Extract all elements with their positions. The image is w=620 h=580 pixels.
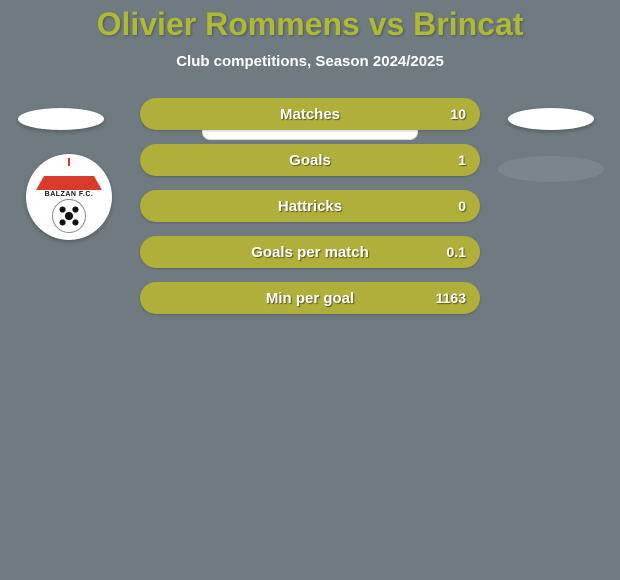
soccer-ball-icon xyxy=(52,199,86,233)
stat-value: 0.1 xyxy=(447,244,466,260)
stat-label: Goals xyxy=(289,152,331,169)
stat-bar: Goals per match 0.1 xyxy=(140,236,480,268)
stat-label: Goals per match xyxy=(251,244,369,261)
logo-band-text: BALZAN F.C. xyxy=(45,191,94,198)
right-ellipse-placeholder-2 xyxy=(498,156,604,182)
stat-value: 1163 xyxy=(436,290,466,306)
stat-value: 10 xyxy=(450,106,466,122)
comparison-card: Olivier Rommens vs Brincat Club competit… xyxy=(0,0,620,580)
stat-bar: Matches 10 xyxy=(140,98,480,130)
stat-bar: Min per goal 1163 xyxy=(140,282,480,314)
stat-value: 0 xyxy=(458,198,466,214)
team-logo-graphic: BALZAN F.C. xyxy=(36,162,102,233)
page-title: Olivier Rommens vs Brincat xyxy=(0,0,620,43)
logo-roof-icon xyxy=(36,162,102,190)
left-ellipse-placeholder xyxy=(18,108,104,130)
stat-bar: Hattricks 0 xyxy=(140,190,480,222)
page-subtitle: Club competitions, Season 2024/2025 xyxy=(0,53,620,70)
stat-bar: Goals 1 xyxy=(140,144,480,176)
stat-label: Hattricks xyxy=(278,198,342,215)
right-ellipse-placeholder-1 xyxy=(508,108,594,130)
stat-label: Matches xyxy=(280,106,340,123)
stat-label: Min per goal xyxy=(266,290,354,307)
stat-value: 1 xyxy=(458,152,466,168)
team-logo-balzan: BALZAN F.C. xyxy=(26,154,112,240)
stat-bars: Matches 10 Goals 1 Hattricks 0 Goals per match… xyxy=(140,98,480,328)
